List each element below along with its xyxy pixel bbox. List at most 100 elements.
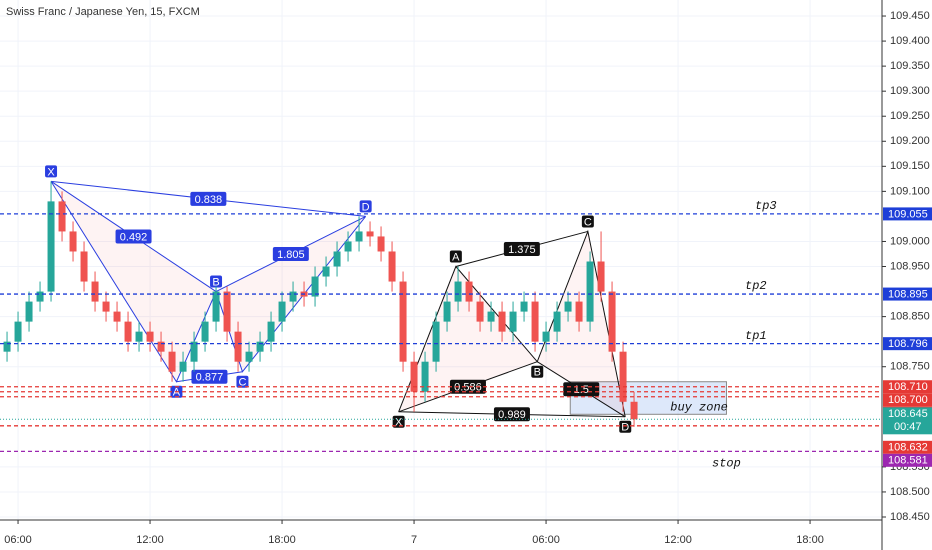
point-label: D xyxy=(621,422,629,434)
y-tick-label: 109.200 xyxy=(890,135,930,147)
candle-body xyxy=(509,311,517,332)
ratio-box xyxy=(115,229,152,244)
candle-body xyxy=(102,301,110,312)
point-box xyxy=(449,250,462,263)
candle-body xyxy=(80,251,88,282)
candle-body xyxy=(432,321,440,362)
candle-body xyxy=(311,276,319,297)
level-name: tp1 xyxy=(745,329,767,343)
pattern-fill xyxy=(51,181,217,382)
price-tag-label: 108.796 xyxy=(888,338,928,350)
ratio-box xyxy=(493,407,530,422)
y-tick-label: 108.850 xyxy=(890,311,930,323)
candle-body xyxy=(113,311,121,322)
price-tag xyxy=(883,393,932,407)
candle-body xyxy=(289,291,297,302)
candle-body xyxy=(256,341,264,352)
ratio-box xyxy=(190,191,227,206)
candle-body xyxy=(630,401,638,420)
ratio-label: 0.492 xyxy=(120,231,148,243)
candle-body xyxy=(245,351,253,362)
candle-body xyxy=(234,331,242,362)
price-tag-label: 108.710 xyxy=(888,381,928,393)
level-name: stop xyxy=(712,457,741,471)
candle-body xyxy=(91,281,99,302)
point-label: X xyxy=(395,417,403,429)
y-tick-label: 109.150 xyxy=(890,160,930,172)
chart-title: Swiss Franc / Japanese Yen, 15, FXCM xyxy=(6,6,200,18)
y-tick-label: 109.000 xyxy=(890,235,930,247)
candle-body xyxy=(410,361,418,392)
candle-body xyxy=(69,231,77,252)
candle-body xyxy=(399,281,407,362)
price-tag xyxy=(883,453,932,467)
candle-body xyxy=(157,341,165,352)
price-tag xyxy=(883,440,932,454)
candle-body xyxy=(278,301,286,322)
candle-body xyxy=(465,281,473,302)
point-label: B xyxy=(212,276,219,288)
x-tick-label: 18:00 xyxy=(796,534,824,546)
candle-body xyxy=(553,311,561,332)
candle-body xyxy=(355,231,363,242)
point-label: D xyxy=(362,201,370,213)
point-label: C xyxy=(238,377,246,389)
x-tick-label: 7 xyxy=(411,534,417,546)
y-tick-label: 108.950 xyxy=(890,260,930,272)
candle-body xyxy=(179,361,187,372)
ratio-box xyxy=(503,241,540,256)
candle-body xyxy=(377,236,385,252)
candle-body xyxy=(542,331,550,342)
price-tag xyxy=(883,380,932,394)
candle-body xyxy=(366,231,374,237)
candle-body xyxy=(322,266,330,277)
point-box xyxy=(392,415,405,428)
candle-body xyxy=(14,321,22,342)
point-label: A xyxy=(452,251,460,263)
price-tag-label: 108.632 xyxy=(888,442,928,454)
ratio-box xyxy=(449,379,486,394)
candle-body xyxy=(146,331,154,342)
candle-body xyxy=(25,301,33,322)
point-label: A xyxy=(173,387,181,399)
candle-body xyxy=(223,291,231,332)
ratio-label: 0.586 xyxy=(454,382,482,394)
candle-body xyxy=(564,301,572,312)
ratio-label: 1.375 xyxy=(508,244,536,256)
y-tick-label: 109.350 xyxy=(890,60,930,72)
candle-body xyxy=(124,321,132,342)
x-tick-label: 06:00 xyxy=(532,534,560,546)
candle-body xyxy=(135,331,143,342)
x-tick-label: 12:00 xyxy=(664,534,692,546)
candle-body xyxy=(454,281,462,302)
candle-body xyxy=(3,341,11,352)
candle-body xyxy=(520,301,528,312)
price-tag xyxy=(883,337,932,351)
candle-body xyxy=(344,241,352,252)
point-box xyxy=(531,365,544,378)
candle-body xyxy=(36,291,44,302)
point-box xyxy=(45,165,58,178)
candle-body xyxy=(58,201,66,232)
ratio-box xyxy=(563,382,600,397)
candle-body xyxy=(190,341,198,362)
point-box xyxy=(619,420,632,433)
point-box xyxy=(236,375,249,388)
ratio-label: 1.805 xyxy=(277,249,305,261)
x-tick-label: 12:00 xyxy=(136,534,164,546)
level-name: tp3 xyxy=(755,199,777,213)
y-tick-label: 109.400 xyxy=(890,35,930,47)
price-tag-label: 108.895 xyxy=(888,288,928,300)
point-box xyxy=(210,275,223,288)
y-tick-label: 108.750 xyxy=(890,361,930,373)
y-tick-label: 109.250 xyxy=(890,110,930,122)
candle-body xyxy=(619,351,627,402)
point-label: C xyxy=(584,216,592,228)
ratio-box xyxy=(272,246,309,261)
y-tick-label: 108.450 xyxy=(890,511,930,523)
candle-body xyxy=(168,351,176,372)
candle-body xyxy=(586,261,594,322)
candle-body xyxy=(608,291,616,352)
ratio-box xyxy=(191,369,228,384)
